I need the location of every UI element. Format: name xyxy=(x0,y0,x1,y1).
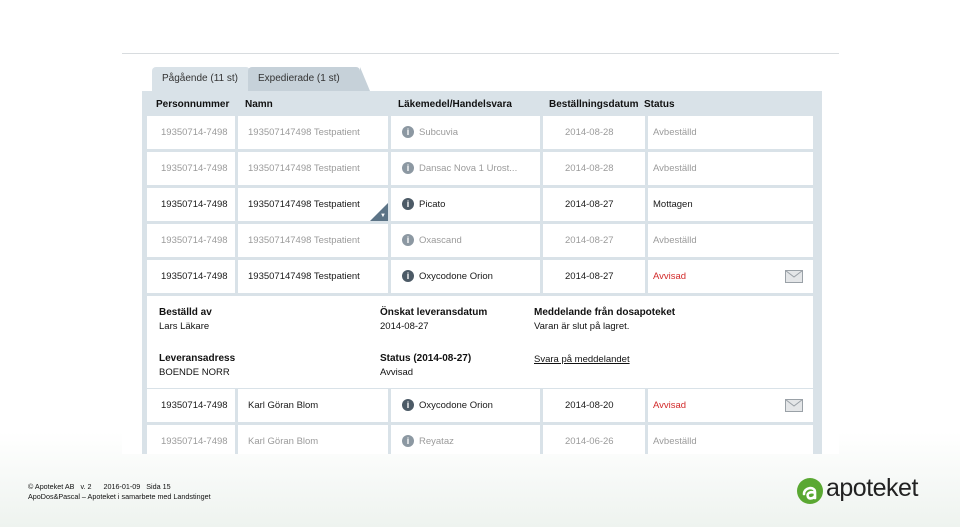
app-screenshot: Pågående (11 st) Expedierade (1 st) Pers… xyxy=(122,53,839,454)
table-row[interactable]: 19350714-7498 193507147498 Testpatient i… xyxy=(147,224,813,257)
status-cell: Avbeställd xyxy=(648,224,813,257)
order-detail-panel: Beställd av Lars Läkare Önskat leveransd… xyxy=(147,296,813,388)
requested-date-value: 2014-08-27 xyxy=(380,321,429,332)
message-value: Varan är slut på lagret. xyxy=(534,321,630,332)
medicine-cell: i Oxascand xyxy=(391,224,540,257)
address-value: BOENDE NORR xyxy=(159,367,230,378)
column-header-name[interactable]: Namn xyxy=(245,99,273,110)
status-cell: Avbeställd xyxy=(648,116,813,149)
date-cell: 2014-08-27 xyxy=(543,224,645,257)
apoteket-logo-icon xyxy=(797,478,823,504)
info-icon[interactable]: i xyxy=(402,270,414,282)
date-cell: 2014-08-28 xyxy=(543,116,645,149)
footer-subtitle: ApoDos&Pascal – Apoteket i samarbete med… xyxy=(28,492,211,501)
date-cell: 2014-08-27 xyxy=(543,188,645,221)
name-cell: 193507147498 Testpatient xyxy=(238,224,388,257)
column-header-status[interactable]: Status xyxy=(644,99,675,110)
status-cell: Avbeställd xyxy=(648,425,813,454)
personnummer-cell: 19350714-7498 xyxy=(147,152,235,185)
medicine-cell: i Oxycodone Orion xyxy=(391,389,540,422)
info-icon[interactable]: i xyxy=(402,234,414,246)
orders-panel: Personnummer Namn Läkemedel/Handelsvara … xyxy=(142,91,822,454)
name-cell: 193507147498 Testpatient xyxy=(238,260,388,293)
tab-dispensed[interactable]: Expedierade (1 st) xyxy=(248,67,370,91)
date-cell: 2014-08-28 xyxy=(543,152,645,185)
info-icon[interactable]: i xyxy=(402,198,414,210)
info-icon[interactable]: i xyxy=(402,435,414,447)
address-label: Leveransadress xyxy=(159,353,236,364)
name-cell: Karl Göran Blom xyxy=(238,425,388,454)
name-cell: Karl Göran Blom xyxy=(238,389,388,422)
info-icon[interactable]: i xyxy=(402,399,414,411)
table-row[interactable]: 19350714-7498 Karl Göran Blom i Reyataz 2… xyxy=(147,425,813,454)
requested-date-label: Önskat leveransdatum xyxy=(380,307,488,318)
detail-status-label: Status (2014-08-27) xyxy=(380,353,472,364)
date-cell: 2014-08-27 xyxy=(543,260,645,293)
ordered-by-label: Beställd av xyxy=(159,307,212,318)
detail-status-value: Avvisad xyxy=(380,367,414,378)
table-row[interactable]: 19350714-7498 193507147498 Testpatient i… xyxy=(147,152,813,185)
column-header-medicine[interactable]: Läkemedel/Handelsvara xyxy=(398,99,512,110)
chevron-down-icon: ▼ xyxy=(380,213,386,219)
ordered-by-value: Lars Läkare xyxy=(159,321,210,332)
personnummer-cell: 19350714-7498 xyxy=(147,389,235,422)
status-cell: Avbeställd xyxy=(648,152,813,185)
message-label: Meddelande från dosapoteket xyxy=(534,307,676,318)
medicine-cell: i Dansac Nova 1 Urost... xyxy=(391,152,540,185)
info-icon[interactable]: i xyxy=(402,162,414,174)
footer-copyright: © Apoteket AB v. 2 2016-01-09 Sida 15 xyxy=(28,482,171,491)
medicine-cell: i Reyataz xyxy=(391,425,540,454)
envelope-icon[interactable] xyxy=(785,399,803,412)
status-cell: Mottagen xyxy=(648,188,813,221)
personnummer-cell: 19350714-7498 xyxy=(147,425,235,454)
column-header-order-date[interactable]: Beställningsdatum xyxy=(549,99,639,110)
personnummer-cell: 19350714-7498 xyxy=(147,116,235,149)
medicine-cell: i Oxycodone Orion xyxy=(391,260,540,293)
name-cell: 193507147498 Testpatient ▼ xyxy=(238,188,388,221)
status-cell: Avvisad xyxy=(648,260,813,293)
logo-text: apoteket xyxy=(826,474,918,502)
envelope-icon[interactable] xyxy=(785,270,803,283)
info-icon[interactable]: i xyxy=(402,126,414,138)
date-cell: 2014-08-20 xyxy=(543,389,645,422)
table-row[interactable]: 19350714-7498 193507147498 Testpatient i… xyxy=(147,116,813,149)
personnummer-cell: 19350714-7498 xyxy=(147,260,235,293)
name-cell: 193507147498 Testpatient xyxy=(238,152,388,185)
table-row[interactable]: 19350714-7498 Karl Göran Blom i Oxycodone… xyxy=(147,389,813,422)
expand-corner-icon[interactable] xyxy=(370,203,388,221)
medicine-cell: i Picato xyxy=(391,188,540,221)
personnummer-cell: 19350714-7498 xyxy=(147,188,235,221)
name-cell: 193507147498 Testpatient xyxy=(238,116,388,149)
personnummer-cell: 19350714-7498 xyxy=(147,224,235,257)
medicine-cell: i Subcuvia xyxy=(391,116,540,149)
table-row[interactable]: 19350714-7498 193507147498 Testpatient ▼… xyxy=(147,188,813,221)
slide-footer: © Apoteket AB v. 2 2016-01-09 Sida 15 Ap… xyxy=(28,482,211,502)
table-row[interactable]: 19350714-7498 193507147498 Testpatient i… xyxy=(147,260,813,293)
column-header-personnummer[interactable]: Personnummer xyxy=(156,99,230,110)
reply-message-link[interactable]: Svara på meddelandet xyxy=(534,354,630,365)
status-cell: Avvisad xyxy=(648,389,813,422)
date-cell: 2014-06-26 xyxy=(543,425,645,454)
tab-ongoing[interactable]: Pågående (11 st) xyxy=(152,67,250,91)
